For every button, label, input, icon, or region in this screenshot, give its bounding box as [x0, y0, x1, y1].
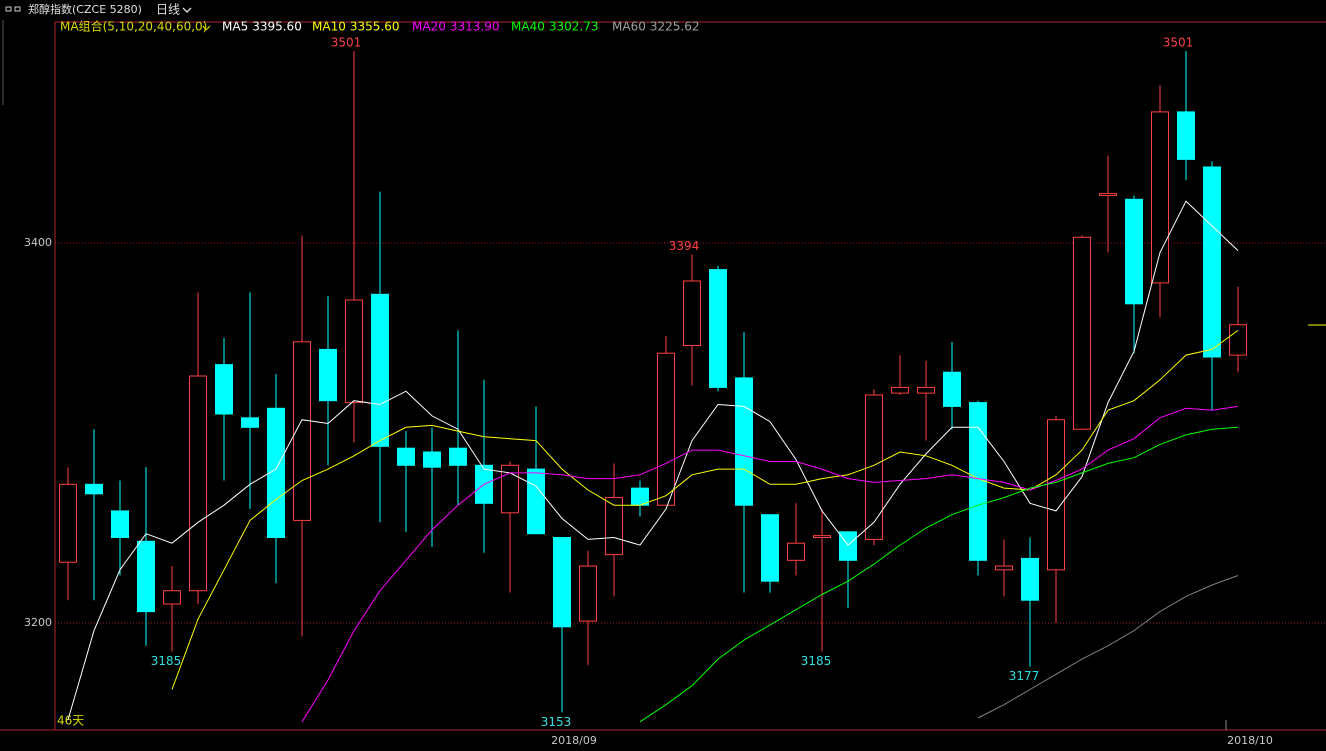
candle-body: [943, 371, 961, 407]
candle-body: [969, 402, 987, 561]
candle-body: [839, 531, 857, 561]
candle-body: [1177, 111, 1195, 160]
legend-value: 3355.60: [350, 20, 400, 34]
icon: [14, 6, 21, 12]
candle-body: [709, 269, 727, 388]
candle-body: [891, 386, 909, 394]
candle-body: [241, 417, 259, 428]
candle-body: [345, 299, 363, 404]
ma-line: [301, 405, 1239, 723]
candle-body: [371, 293, 389, 447]
candle-body: [1021, 557, 1039, 601]
y-tick-label: 3200: [24, 616, 52, 629]
legend-name: MA40: [511, 20, 545, 34]
legend-value: 3395.60: [252, 20, 302, 34]
legend-value: 3225.62: [650, 20, 700, 34]
x-tick-label: 2018/10: [1227, 734, 1273, 747]
ma-line: [639, 426, 1239, 723]
candle-body: [527, 468, 545, 535]
ma-group-chevron[interactable]: [202, 25, 211, 31]
days-label: 46天: [57, 714, 84, 728]
candle-body: [761, 514, 779, 582]
plot: 3185 3501 3153 3394 3185 3177 3501: [59, 36, 1247, 729]
period-chevron[interactable]: [182, 7, 192, 13]
candle-body: [111, 510, 129, 539]
x-tick-label: 2018/09: [551, 734, 597, 747]
high-label: 3394: [669, 239, 700, 253]
candle-body: [293, 341, 311, 521]
candle-body: [683, 280, 701, 347]
high-label: 3501: [1163, 36, 1194, 50]
candle-body: [449, 447, 467, 466]
candle-body: [579, 565, 597, 622]
ma-group[interactable]: MA组合(5,10,20,40,60,0): [60, 19, 207, 34]
y-tick-label: 3400: [24, 236, 52, 249]
high-label: 3501: [331, 36, 362, 50]
legend-value: 3313.90: [450, 20, 500, 34]
candle-body: [995, 565, 1013, 571]
candle-body: [189, 375, 207, 592]
candle-body: [813, 535, 831, 539]
candle-body: [163, 590, 181, 605]
low-label: 3185: [801, 654, 832, 668]
legend-name: MA10: [312, 20, 346, 34]
candle-body: [137, 540, 155, 613]
ma-line: [67, 200, 1239, 721]
candle-body: [1151, 111, 1169, 284]
candle-body: [501, 464, 519, 514]
candle-body: [319, 348, 337, 402]
low-label: 3185: [151, 654, 182, 668]
candle-body: [865, 394, 883, 540]
ma-line: [977, 575, 1239, 719]
candle-body: [1203, 166, 1221, 358]
legend-name: MA5: [222, 20, 248, 34]
candle-body: [917, 386, 935, 394]
candle-body: [605, 497, 623, 556]
candle-body: [397, 447, 415, 466]
candle-body: [1125, 198, 1143, 305]
candle-body: [553, 537, 571, 628]
candle-body: [787, 542, 805, 561]
legend-name: MA20: [412, 20, 446, 34]
candle-body: [1073, 236, 1091, 430]
ma-line: [171, 329, 1239, 690]
candle-body: [85, 483, 103, 495]
icon: [5, 6, 12, 12]
candle-body: [1229, 324, 1247, 356]
candle-body: [215, 364, 233, 415]
instrument-title[interactable]: 郑醇指数(CZCE 5280): [28, 2, 142, 16]
legend-value: 3302.73: [549, 20, 599, 34]
candle-body: [657, 352, 675, 506]
candle-body: [1099, 193, 1117, 196]
legend-name: MA60: [612, 20, 646, 34]
period[interactable]: 日线: [156, 3, 180, 17]
candle-body: [59, 483, 77, 563]
low-label: 3177: [1009, 669, 1040, 683]
candle-body: [267, 407, 285, 539]
header: 郑醇指数(CZCE 5280) 日线: [5, 2, 192, 17]
candle-body: [423, 451, 441, 468]
candle-body: [735, 377, 753, 506]
candle-body: [1047, 419, 1065, 571]
low-label: 3153: [541, 715, 572, 729]
